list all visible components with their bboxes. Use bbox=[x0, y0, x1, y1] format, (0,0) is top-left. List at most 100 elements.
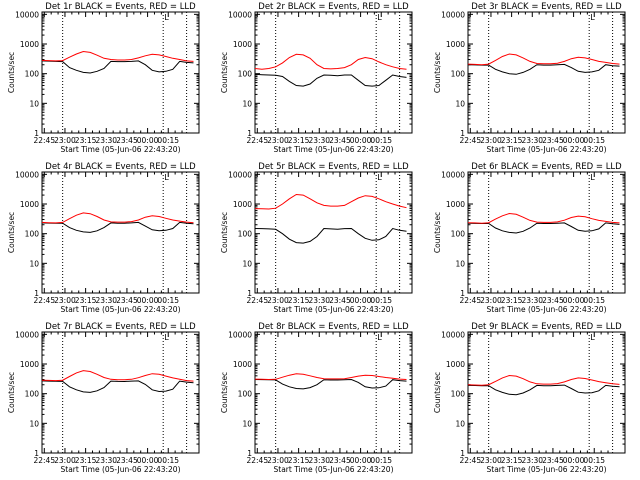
marker-label: L bbox=[590, 173, 595, 182]
panel-title: Det 7r BLACK = Events, RED = LLD bbox=[45, 322, 196, 332]
y-tick-label: 10 bbox=[242, 259, 252, 268]
panel-2r: Det 2r BLACK = Events, RED = LLD 1 10 100 10… bbox=[220, 2, 413, 154]
x-tick-label: 22:45 bbox=[33, 456, 55, 465]
lld-series-line bbox=[41, 50, 194, 62]
x-tick-label: 23:45 bbox=[542, 136, 564, 145]
x-tick-label: 23:15 bbox=[288, 136, 310, 145]
x-tick-label: 00:00 bbox=[137, 136, 159, 145]
plot-frame bbox=[467, 11, 626, 134]
x-axis-label: Start Time (05-Jun-06 22:43:20) bbox=[487, 145, 607, 154]
y-tick-label: 100 bbox=[238, 230, 253, 239]
events-series-line bbox=[254, 227, 407, 244]
plot-frame bbox=[41, 11, 200, 134]
events-series-line bbox=[41, 221, 194, 233]
y-tick-label: 1 bbox=[460, 129, 465, 138]
x-tick-label: 00:15 bbox=[157, 456, 179, 465]
lld-series-line bbox=[41, 212, 194, 224]
panel-title: Det 6r BLACK = Events, RED = LLD bbox=[471, 162, 622, 172]
y-tick-label: 1000 bbox=[446, 200, 465, 209]
x-tick-label: 22:45 bbox=[33, 136, 55, 145]
x-tick-label: 23:30 bbox=[95, 136, 117, 145]
x-tick-label: 22:45 bbox=[246, 296, 268, 305]
panel-title: Det 1r BLACK = Events, RED = LLD bbox=[45, 2, 196, 12]
y-tick-label: 10000 bbox=[15, 330, 39, 339]
y-tick-label: 1000 bbox=[446, 360, 465, 369]
y-tick-label: 10 bbox=[29, 259, 39, 268]
x-tick-label: 23:00 bbox=[54, 296, 76, 305]
x-tick-label: 00:00 bbox=[137, 456, 159, 465]
y-axis-label: Counts/sec bbox=[220, 212, 229, 253]
x-tick-label: 23:00 bbox=[480, 136, 502, 145]
x-tick-label: 23:00 bbox=[267, 456, 289, 465]
x-tick-label: 23:15 bbox=[288, 296, 310, 305]
x-tick-label: 00:15 bbox=[157, 136, 179, 145]
plot-frame bbox=[254, 171, 413, 294]
y-tick-label: 10000 bbox=[441, 170, 465, 179]
marker-label: L bbox=[590, 333, 595, 342]
events-series-line bbox=[41, 60, 194, 74]
x-tick-label: 23:30 bbox=[308, 456, 330, 465]
x-tick-label: 23:15 bbox=[501, 296, 523, 305]
lld-series-line bbox=[254, 193, 407, 210]
x-tick-label: 23:45 bbox=[116, 296, 138, 305]
x-axis-label: Start Time (05-Jun-06 22:43:20) bbox=[274, 465, 394, 474]
x-tick-label: 22:45 bbox=[459, 456, 481, 465]
lld-series-line bbox=[467, 374, 620, 386]
x-tick-label: 23:30 bbox=[308, 296, 330, 305]
y-tick-label: 10000 bbox=[441, 10, 465, 19]
y-axis-label: Counts/sec bbox=[433, 212, 442, 253]
marker-label: L bbox=[164, 173, 169, 182]
y-tick-label: 1 bbox=[34, 449, 39, 458]
y-tick-label: 10 bbox=[242, 99, 252, 108]
y-tick-label: 100 bbox=[25, 70, 40, 79]
y-tick-label: 1 bbox=[247, 129, 252, 138]
events-series-line bbox=[41, 380, 194, 393]
y-tick-label: 10000 bbox=[228, 170, 252, 179]
x-tick-label: 22:45 bbox=[459, 136, 481, 145]
panel-7r: Det 7r BLACK = Events, RED = LLD 1 10 100 10… bbox=[7, 322, 200, 474]
x-tick-label: 22:45 bbox=[459, 296, 481, 305]
marker-label: L bbox=[377, 333, 382, 342]
events-series-line bbox=[467, 222, 620, 234]
y-axis-label: Counts/sec bbox=[7, 372, 16, 413]
y-tick-label: 10 bbox=[29, 99, 39, 108]
marker-label: L bbox=[377, 13, 382, 22]
panel-9r: Det 9r BLACK = Events, RED = LLD 1 10 100 10… bbox=[433, 322, 626, 474]
x-tick-label: 23:15 bbox=[75, 456, 97, 465]
y-tick-label: 100 bbox=[451, 230, 466, 239]
x-tick-label: 23:00 bbox=[267, 136, 289, 145]
x-tick-label: 23:30 bbox=[521, 296, 543, 305]
y-tick-label: 10000 bbox=[228, 10, 252, 19]
panel-title: Det 5r BLACK = Events, RED = LLD bbox=[258, 162, 409, 172]
y-tick-label: 100 bbox=[25, 230, 40, 239]
x-tick-label: 23:30 bbox=[95, 296, 117, 305]
x-axis-label: Start Time (05-Jun-06 22:43:20) bbox=[61, 145, 181, 154]
plot-frame bbox=[254, 11, 413, 134]
x-tick-label: 23:45 bbox=[329, 456, 351, 465]
y-tick-label: 1000 bbox=[20, 200, 39, 209]
y-tick-label: 1 bbox=[34, 289, 39, 298]
y-tick-label: 10000 bbox=[15, 170, 39, 179]
x-tick-label: 23:45 bbox=[542, 456, 564, 465]
x-tick-label: 23:00 bbox=[54, 136, 76, 145]
x-tick-label: 23:15 bbox=[288, 456, 310, 465]
x-tick-label: 23:15 bbox=[75, 296, 97, 305]
x-tick-label: 00:15 bbox=[370, 136, 392, 145]
x-axis-label: Start Time (05-Jun-06 22:43:20) bbox=[61, 305, 181, 314]
events-series-line bbox=[254, 378, 407, 390]
y-tick-label: 1000 bbox=[20, 360, 39, 369]
x-tick-label: 23:45 bbox=[116, 456, 138, 465]
lld-series-line bbox=[467, 53, 620, 66]
events-series-line bbox=[467, 63, 620, 75]
marker-label: L bbox=[164, 333, 169, 342]
panel-6r: Det 6r BLACK = Events, RED = LLD 1 10 100 10… bbox=[433, 162, 626, 314]
y-tick-label: 10 bbox=[242, 419, 252, 428]
y-axis-label: Counts/sec bbox=[433, 372, 442, 413]
y-tick-label: 100 bbox=[238, 390, 253, 399]
x-tick-label: 23:30 bbox=[521, 136, 543, 145]
x-axis-label: Start Time (05-Jun-06 22:43:20) bbox=[61, 465, 181, 474]
x-tick-label: 23:45 bbox=[542, 296, 564, 305]
panel-1r: Det 1r BLACK = Events, RED = LLD 1 10 100 10… bbox=[7, 2, 200, 154]
x-tick-label: 22:45 bbox=[246, 136, 268, 145]
x-tick-label: 23:45 bbox=[329, 136, 351, 145]
